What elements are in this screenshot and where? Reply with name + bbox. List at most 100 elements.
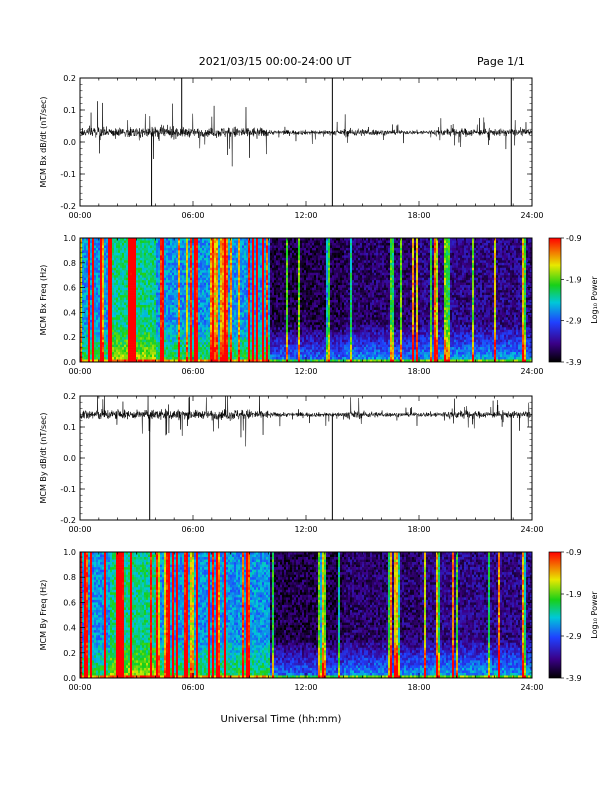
heatmap-cell — [82, 270, 85, 274]
heatmap-cell — [198, 250, 201, 254]
heatmap-cell — [202, 265, 205, 269]
heatmap-cell — [272, 250, 275, 254]
heatmap-cell — [270, 359, 273, 363]
heatmap-cell — [250, 247, 253, 251]
heatmap-cell — [82, 277, 85, 281]
heatmap-cell — [200, 327, 203, 331]
heatmap-cell — [252, 287, 255, 291]
heatmap-cell — [102, 262, 105, 266]
heatmap-cell — [142, 314, 145, 318]
heatmap-cell — [114, 332, 117, 336]
heatmap-cell — [210, 314, 213, 318]
heatmap-cell — [270, 357, 273, 360]
heatmap-cell — [96, 357, 99, 360]
heatmap-cell — [198, 242, 201, 246]
x-tick-label: 24:00 — [520, 211, 543, 220]
heatmap-cell — [98, 292, 101, 296]
heatmap-cell — [84, 302, 87, 306]
heatmap-cell — [212, 255, 215, 259]
heatmap-cell — [184, 262, 187, 266]
heatmap-cell — [96, 252, 99, 256]
heatmap-cell — [196, 357, 199, 360]
heatmap-cell — [260, 319, 263, 323]
heatmap-cell — [184, 302, 187, 306]
heatmap-cell — [204, 359, 207, 363]
heatmap-cell — [232, 314, 235, 318]
heatmap-cell — [158, 300, 161, 303]
heatmap-cell — [94, 285, 97, 288]
heatmap-cell — [250, 322, 253, 326]
heatmap-cell — [134, 324, 137, 328]
heatmap-cell — [170, 295, 173, 298]
heatmap-cell — [240, 290, 243, 293]
heatmap-cell — [184, 317, 187, 321]
heatmap-cell — [268, 275, 271, 278]
heatmap-cell — [120, 359, 123, 363]
heatmap-cell — [156, 282, 159, 286]
heatmap-cell — [238, 297, 241, 301]
heatmap-cell — [182, 352, 185, 355]
heatmap-cell — [118, 280, 121, 283]
heatmap-cell — [146, 304, 149, 308]
heatmap-cell — [258, 302, 261, 306]
heatmap-cell — [162, 292, 165, 296]
heatmap-cell — [158, 240, 161, 244]
heatmap-cell — [112, 255, 115, 259]
heatmap-cell — [188, 342, 191, 345]
heatmap-cell — [194, 280, 197, 283]
heatmap-cell — [138, 257, 141, 261]
heatmap-cell — [206, 297, 209, 301]
heatmap-cell — [104, 270, 107, 274]
heatmap-cell — [240, 339, 243, 343]
heatmap-cell — [122, 245, 125, 249]
heatmap-cell — [162, 280, 165, 283]
heatmap-cell — [124, 280, 127, 283]
heatmap-cell — [178, 302, 181, 306]
heatmap-cell — [108, 342, 111, 345]
heatmap-cell — [216, 272, 219, 276]
heatmap-cell — [80, 337, 83, 340]
heatmap-cell — [246, 292, 249, 296]
heatmap-cell — [184, 275, 187, 278]
heatmap-cell — [142, 265, 145, 269]
heatmap-cell — [260, 247, 263, 251]
heatmap-cell — [214, 285, 217, 288]
heatmap-cell — [184, 344, 187, 348]
heatmap-cell — [266, 300, 269, 303]
heatmap-cell — [248, 314, 251, 318]
heatmap-cell — [92, 282, 95, 286]
heatmap-cell — [118, 354, 121, 358]
heatmap-cell — [140, 245, 143, 249]
heatmap-cell — [172, 324, 175, 328]
heatmap-cell — [156, 332, 159, 336]
heatmap-cell — [150, 287, 153, 291]
heatmap-cell — [108, 257, 111, 261]
heatmap-cell — [186, 312, 189, 316]
heatmap-cell — [100, 352, 103, 355]
heatmap-cell — [122, 302, 125, 306]
heatmap-cell — [200, 322, 203, 326]
heatmap-cell — [204, 319, 207, 323]
heatmap-cell — [164, 297, 167, 301]
heatmap-cell — [246, 238, 249, 241]
heatmap-cell — [266, 287, 269, 291]
heatmap-cell — [252, 245, 255, 249]
heatmap-cell — [214, 277, 217, 281]
heatmap-cell — [146, 339, 149, 343]
heatmap-cell — [176, 300, 179, 303]
heatmap-cell — [164, 285, 167, 288]
heatmap-cell — [248, 245, 251, 249]
heatmap-cell — [94, 287, 97, 291]
heatmap-cell — [242, 265, 245, 269]
heatmap-cell — [110, 272, 113, 276]
heatmap-cell — [180, 334, 183, 338]
heatmap-cell — [84, 304, 87, 308]
heatmap-cell — [214, 327, 217, 331]
heatmap-cell — [122, 250, 125, 254]
heatmap-cell — [228, 272, 231, 276]
heatmap-cell — [90, 324, 93, 328]
heatmap-cell — [156, 324, 159, 328]
heatmap-cell — [226, 347, 229, 350]
heatmap-cell — [228, 257, 231, 261]
heatmap-cell — [254, 255, 257, 259]
